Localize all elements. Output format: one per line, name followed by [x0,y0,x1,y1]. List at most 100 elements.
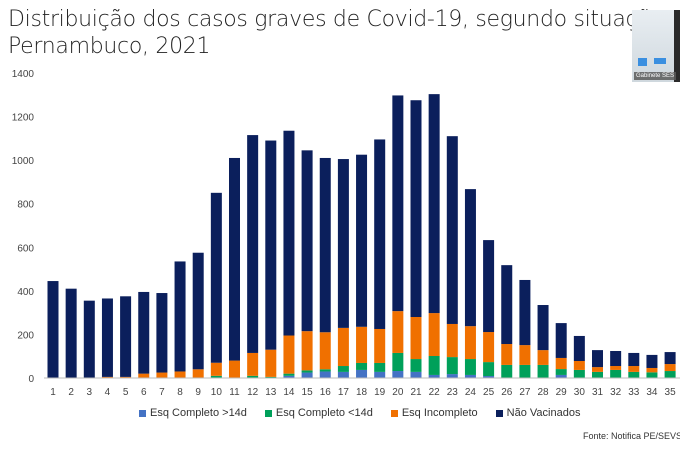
chart-title: Distribuição dos casos graves de Covid-1… [8,6,680,60]
bar-segment-3-week-12 [247,135,259,353]
bar-segment-1-week-25 [483,362,495,377]
bar-segment-1-week-13 [265,376,277,378]
bar-segment-0-week-21 [410,371,422,378]
legend-label: Esq Completo <14d [275,407,373,419]
bar-segment-2-week-35 [664,364,676,372]
bar-segment-3-week-14 [283,130,295,336]
legend-swatch [390,409,398,417]
bar-segment-3-week-32 [610,350,622,367]
x-tick-label: 20 [392,387,404,398]
x-tick-label: 23 [447,387,459,398]
bar-segment-0-week-23 [446,374,458,378]
legend-item: Esq Incompleto [390,407,478,419]
bar-segment-2-week-20 [392,311,404,353]
bar-segment-3-week-30 [573,335,585,362]
bar-segment-1-week-21 [410,359,422,372]
x-tick-label: 10 [211,387,223,398]
bar-segment-3-week-28 [537,305,549,351]
bar-segment-3-week-6 [138,291,150,374]
bar-segment-2-week-5 [120,376,132,378]
y-tick-label: 600 [17,243,34,254]
x-tick-label: 13 [265,387,277,398]
bar-segment-1-week-33 [628,371,640,378]
bar-segment-3-week-15 [301,150,313,332]
bar-segment-2-week-26 [501,344,513,365]
x-tick-label: 32 [610,387,622,398]
bar-segment-2-week-28 [537,350,549,365]
x-tick-label: 35 [665,387,677,398]
x-tick-label: 22 [429,387,441,398]
bar-segment-2-week-32 [610,366,622,370]
bar-segment-1-week-22 [428,355,440,375]
x-tick-label: 15 [302,387,314,398]
bar-segment-2-week-19 [374,328,386,363]
x-tick-label: 14 [283,387,295,398]
bar-segment-2-week-13 [265,349,277,377]
bar-segment-1-week-28 [537,364,549,378]
video-thumbnail[interactable]: Gabinete SES [632,10,680,82]
x-tick-label: 9 [195,387,201,398]
bar-segment-3-week-13 [265,140,277,350]
bar-segment-1-week-27 [519,364,531,378]
legend-label: Não Vacinados [506,407,581,419]
bar-segment-1-week-23 [446,357,458,375]
x-tick-label: 28 [537,387,549,398]
bar-segment-3-week-4 [101,298,113,377]
x-tick-label: 34 [646,387,658,398]
bar-segment-1-week-14 [283,373,295,376]
screen-shape [638,58,647,66]
x-tick-label: 33 [628,387,640,398]
bar-segment-1-week-19 [374,362,386,372]
legend-item: Esq Completo >14d [139,407,247,419]
bar-segment-2-week-29 [555,357,567,370]
legend-swatch [264,409,272,417]
bar-segment-1-week-10 [210,375,222,378]
x-tick-label: 4 [105,387,111,398]
bar-segment-0-week-15 [301,372,313,378]
bar-segment-3-week-27 [519,279,531,346]
screen-shape [654,58,666,64]
y-tick-label: 1000 [12,156,35,167]
bar-segment-2-week-9 [192,369,204,378]
bar-segment-1-week-20 [392,352,404,372]
x-tick-label: 3 [87,387,93,398]
bar-segment-2-week-12 [247,352,259,376]
bar-segment-3-week-24 [464,189,476,327]
y-tick-label: 0 [28,374,34,385]
y-tick-label: 1200 [12,113,35,124]
bar-segment-3-week-17 [337,159,349,328]
bar-segment-3-week-23 [446,136,458,324]
bar-segment-0-week-22 [428,374,440,378]
bar-segment-3-week-8 [174,261,186,372]
bar-segment-1-week-26 [501,364,513,378]
bar-segment-0-week-19 [374,371,386,378]
bar-segment-2-week-15 [301,331,313,371]
bar-segment-3-week-16 [319,157,331,333]
bar-segment-0-week-16 [319,371,331,378]
bar-segment-3-week-34 [646,354,658,368]
bar-segment-3-week-9 [192,252,204,370]
legend-swatch [495,409,503,417]
y-tick-label: 1400 [12,69,35,80]
x-tick-label: 11 [229,387,240,398]
x-tick-label: 16 [320,387,332,398]
bar-segment-2-week-6 [138,373,150,378]
bar-segment-0-week-24 [464,374,476,378]
bar-segment-2-week-18 [356,326,368,363]
x-tick-label: 17 [338,387,350,398]
legend-item: Não Vacinados [495,407,581,419]
bar-segment-2-week-4 [101,376,113,378]
legend-swatch [139,409,146,417]
bar-segment-3-week-5 [120,296,132,377]
bar-segment-3-week-25 [483,240,495,333]
legend-item: Esq Completo <14d [264,407,373,419]
bar-segment-2-week-16 [319,332,331,370]
x-tick-label: 31 [592,387,604,398]
bar-segment-1-week-34 [646,372,658,378]
x-tick-label: 30 [574,387,586,398]
bar-segment-0-week-18 [356,369,368,378]
bar-segment-2-week-21 [410,317,422,360]
bar-segment-0-week-17 [337,371,349,378]
bar-segment-1-week-24 [464,359,476,375]
